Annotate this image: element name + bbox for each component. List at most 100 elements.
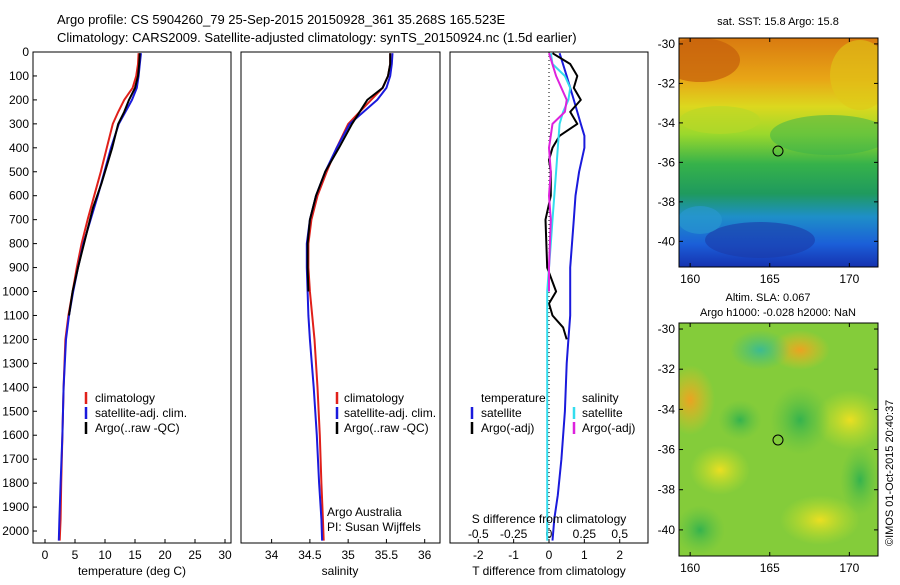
depth-tick-label: 700 — [9, 213, 29, 227]
depth-tick-label: 1300 — [2, 356, 29, 370]
sla-map-title-line2: Argo h1000: -0.028 h2000: NaN — [700, 307, 856, 319]
x-tick-label: 20 — [158, 548, 172, 562]
legend-temp-satellite: satellite — [481, 406, 522, 420]
legend-argo: Argo(..raw -QC) — [95, 421, 180, 435]
lon-tick-label: 170 — [839, 272, 859, 286]
legend-sal-satellite: satellite — [582, 406, 623, 420]
imos-watermark: ©IMOS 01-Oct-2015 20:40:37 — [884, 400, 896, 546]
depth-tick-label: 1800 — [2, 476, 29, 490]
lat-tick-label: -34 — [658, 402, 676, 416]
profile-line — [306, 53, 392, 292]
depth-tick-label: 1100 — [3, 308, 29, 322]
s-diff-tick-label: -0.25 — [500, 527, 528, 541]
lat-tick-label: -30 — [658, 322, 676, 336]
x-tick-label: 30 — [218, 548, 232, 562]
x-tick-label: 15 — [128, 548, 142, 562]
lon-tick-label: 160 — [680, 272, 700, 286]
x-tick-label: 36 — [418, 548, 432, 562]
temperature-axes — [32, 51, 232, 544]
lat-tick-label: -32 — [658, 76, 676, 90]
sst-map-axes: 160 165 170 -30 -32 -34 -36 -38 -40 — [658, 37, 878, 286]
depth-tick-label: 1000 — [2, 285, 29, 299]
depth-tick-label: 300 — [9, 117, 29, 131]
depth-tick-label: 600 — [9, 189, 29, 203]
difference-axes — [449, 51, 649, 544]
legend-argo: Argo(..raw -QC) — [344, 421, 429, 435]
lat-tick-label: -40 — [658, 234, 676, 248]
sal-heading: salinity — [582, 391, 619, 405]
salinity-panel: 34 34.5 35 35.5 36 salinity climatology sate… — [240, 51, 441, 578]
depth-tick-label: 1900 — [2, 500, 29, 514]
sla-map: Altim. SLA: 0.067 Argo h1000: -0.028 h20… — [658, 292, 879, 575]
s-diff-tick-label: -0.5 — [468, 527, 489, 541]
temperature-legend: temperature satellite Argo(-adj) — [470, 391, 546, 435]
lon-tick-label: 165 — [760, 272, 780, 286]
depth-tick-label: 400 — [9, 141, 29, 155]
x-tick-label: 35 — [341, 548, 355, 562]
temperature-panel: 0100200300400500600700800900100011001200… — [2, 45, 232, 578]
depth-tick-label: 1700 — [2, 452, 29, 466]
lat-tick-label: -36 — [658, 443, 676, 457]
salinity-profiles — [305, 53, 394, 541]
legend-climatology: climatology — [344, 391, 404, 405]
difference-profiles — [544, 52, 586, 541]
x-tick-label: 35.5 — [375, 548, 399, 562]
depth-tick-label: 500 — [9, 165, 29, 179]
temperature-xlabel: temperature (deg C) — [78, 564, 186, 578]
sst-map-frame — [678, 37, 879, 268]
sla-map-axes: 160 165 170 -30 -32 -34 -36 -38 -40 — [658, 322, 878, 575]
sla-map-title-line1: Altim. SLA: 0.067 — [726, 292, 811, 304]
depth-tick-label: 900 — [9, 261, 29, 275]
legend-temp-argo: Argo(-adj) — [481, 421, 534, 435]
difference-panel: -2 -1 0 1 2 -0.5 -0.25 0 0.25 0.5 T difference fr… — [449, 51, 649, 578]
lat-tick-label: -34 — [658, 116, 676, 130]
depth-tick-label: 1200 — [2, 332, 29, 346]
argo-location-marker — [772, 145, 784, 157]
x-tick-label: 10 — [98, 548, 112, 562]
depth-tick-label: 1400 — [2, 380, 29, 394]
depth-tick-label: 1500 — [2, 404, 29, 418]
salinity-x-axis: 34 34.5 35 35.5 36 — [265, 539, 432, 562]
depth-axis: 0 100 200 300 400 500 600 700 800 900 1000 1100 1200… — [2, 45, 37, 538]
sla-map-frame — [678, 322, 879, 557]
x-tick-label: 34.5 — [298, 548, 322, 562]
salinity-xlabel: salinity — [322, 564, 359, 578]
x-tick-label: 34 — [265, 548, 279, 562]
x-tick-label: 0 — [42, 548, 49, 562]
x-tick-label: 1 — [581, 548, 588, 562]
depth-tick-label: 200 — [9, 93, 29, 107]
x-tick-label: -1 — [508, 548, 519, 562]
lat-tick-label: -38 — [658, 195, 676, 209]
x-tick-label: 5 — [72, 548, 79, 562]
lon-tick-label: 160 — [680, 561, 700, 575]
difference-x-axis: -2 -1 0 1 2 -0.5 -0.25 0 0.25 0.5 — [468, 527, 628, 562]
temperature-x-axis: 0 5 10 15 20 25 30 — [42, 539, 232, 562]
argo-location-marker — [772, 434, 784, 446]
profile-line — [68, 53, 141, 316]
sst-field — [679, 38, 878, 267]
depth-tick-label: 0 — [22, 45, 29, 59]
figure-title-line1: Argo profile: CS 5904260_79 25-Sep-2015 … — [57, 12, 505, 27]
legend-sal-argo: Argo(-adj) — [582, 421, 635, 435]
x-tick-label: 0 — [546, 548, 553, 562]
temperature-profiles — [57, 53, 142, 541]
s-diff-tick-label: 0 — [546, 527, 553, 541]
x-tick-label: 25 — [188, 548, 202, 562]
s-difference-label: S difference from climatology — [472, 512, 627, 526]
lat-tick-label: -40 — [658, 523, 676, 537]
profile-line — [546, 53, 572, 541]
legend-climatology: climatology — [95, 391, 155, 405]
lat-tick-label: -38 — [658, 483, 676, 497]
legend-satellite-adj: satellite-adj. clim. — [344, 406, 436, 420]
depth-tick-label: 2000 — [2, 524, 29, 538]
sst-map-title: sat. SST: 15.8 Argo: 15.8 — [717, 16, 839, 28]
s-diff-tick-label: 0.5 — [611, 527, 628, 541]
argo-australia-note: Argo Australia — [327, 505, 402, 519]
difference-xlabel: T difference from climatology — [472, 564, 626, 578]
depth-tick-label: 800 — [9, 237, 29, 251]
profile-line — [551, 52, 586, 541]
lon-tick-label: 170 — [839, 561, 859, 575]
salinity-axes — [240, 51, 441, 544]
legend-satellite-adj: satellite-adj. clim. — [95, 406, 187, 420]
